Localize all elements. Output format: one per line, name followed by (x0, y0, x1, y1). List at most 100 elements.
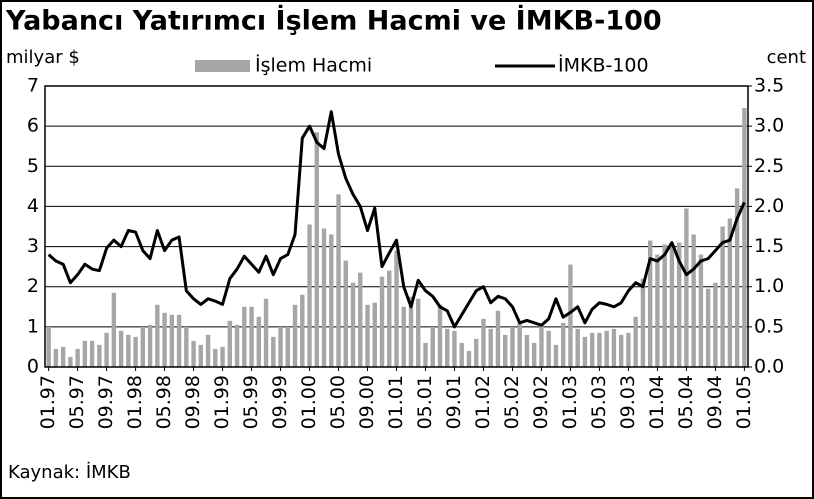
bar (191, 340, 196, 367)
bar (242, 306, 247, 367)
x-tick-label: 09.04 (704, 375, 726, 429)
bar (227, 320, 233, 367)
bar (626, 332, 631, 367)
x-tick-label: 01.00 (298, 375, 320, 429)
bar (307, 224, 312, 367)
bar (503, 334, 508, 367)
y-tick-label: 2 (27, 275, 39, 297)
y2-tick-label: 1.5 (754, 235, 784, 257)
bar (495, 310, 501, 367)
bar (640, 278, 646, 367)
bar (350, 282, 356, 367)
x-tick-label: 01.98 (124, 375, 146, 429)
bar (118, 330, 124, 367)
bar (155, 304, 160, 367)
bar (401, 306, 406, 367)
bar (430, 326, 435, 367)
y-tick-label: 4 (27, 195, 39, 217)
bar (676, 242, 682, 367)
x-tick-label: 01.02 (472, 375, 494, 429)
x-tick-label: 09.01 (443, 375, 465, 429)
bar (343, 260, 348, 367)
bar (205, 334, 211, 367)
bar (75, 348, 80, 367)
bar (720, 226, 725, 367)
bar (742, 108, 747, 367)
bar (589, 332, 595, 367)
bar (734, 188, 740, 367)
bar (329, 234, 334, 367)
bar (510, 326, 515, 367)
bar (358, 272, 363, 367)
bar (669, 244, 675, 367)
x-tick-label: 05.98 (153, 375, 175, 429)
bar (597, 332, 602, 367)
y-tick-label: 3 (27, 235, 39, 257)
legend-label: İMKB-100 (558, 54, 649, 77)
bar (437, 304, 443, 367)
bar (655, 254, 660, 367)
bar (532, 342, 537, 367)
bar (133, 336, 138, 367)
bar (539, 324, 544, 367)
y-tick-label: 5 (27, 155, 39, 177)
bar (387, 270, 392, 367)
bar (365, 304, 370, 367)
bar (684, 208, 689, 367)
bar (524, 334, 530, 367)
bar (546, 330, 551, 367)
bar (198, 344, 204, 367)
x-tick-label: 09.03 (617, 375, 639, 429)
bar (234, 324, 240, 367)
bar (104, 332, 109, 367)
x-tick-label: 05.02 (501, 375, 523, 429)
bar (394, 250, 399, 367)
x-tick-label: 05.01 (414, 375, 436, 429)
bar (46, 326, 51, 367)
bar (321, 228, 327, 367)
line (47, 110, 746, 329)
bar (184, 326, 189, 367)
bar (300, 294, 305, 367)
bar (474, 338, 479, 367)
bar (568, 264, 573, 367)
x-tick-label: 09.02 (530, 375, 552, 429)
bar (285, 326, 290, 367)
bar (111, 292, 117, 367)
y-axis-label: milyar $ (6, 47, 80, 68)
bar (169, 314, 175, 367)
bar (176, 314, 182, 367)
x-tick-label: 01.05 (733, 375, 755, 429)
legend-label: İşlem Hacmi (255, 54, 372, 77)
bar (278, 326, 283, 367)
y2-tick-label: 2.0 (754, 195, 784, 217)
y-tick-label: 0 (27, 356, 39, 378)
bar (488, 328, 493, 367)
bar (553, 344, 559, 367)
bar (575, 328, 580, 367)
bar (713, 282, 718, 367)
bar (314, 132, 319, 367)
bar (140, 326, 146, 367)
bar (459, 342, 464, 367)
bar (256, 316, 261, 367)
bar (698, 254, 704, 367)
x-tick-label: 05.97 (66, 375, 88, 429)
bar (336, 194, 341, 367)
bar (147, 324, 153, 367)
x-tick-label: 01.99 (211, 375, 233, 429)
y2-tick-label: 1.0 (754, 275, 784, 297)
bar (89, 340, 95, 367)
bar (263, 298, 269, 367)
bar (705, 288, 711, 367)
bar (662, 244, 667, 367)
y2-tick-label: 2.5 (754, 155, 784, 177)
source: Kaynak: İMKB (8, 462, 131, 483)
chart-title: Yabancı Yatırımcı İşlem Hacmi ve İMKB-10… (5, 5, 662, 37)
x-tick-label: 01.04 (646, 375, 668, 429)
bar (271, 336, 276, 367)
bar (604, 330, 609, 367)
y2-tick-label: 0.5 (754, 315, 784, 337)
x-tick-label: 05.99 (240, 375, 262, 429)
y-tick-label: 1 (27, 315, 39, 337)
